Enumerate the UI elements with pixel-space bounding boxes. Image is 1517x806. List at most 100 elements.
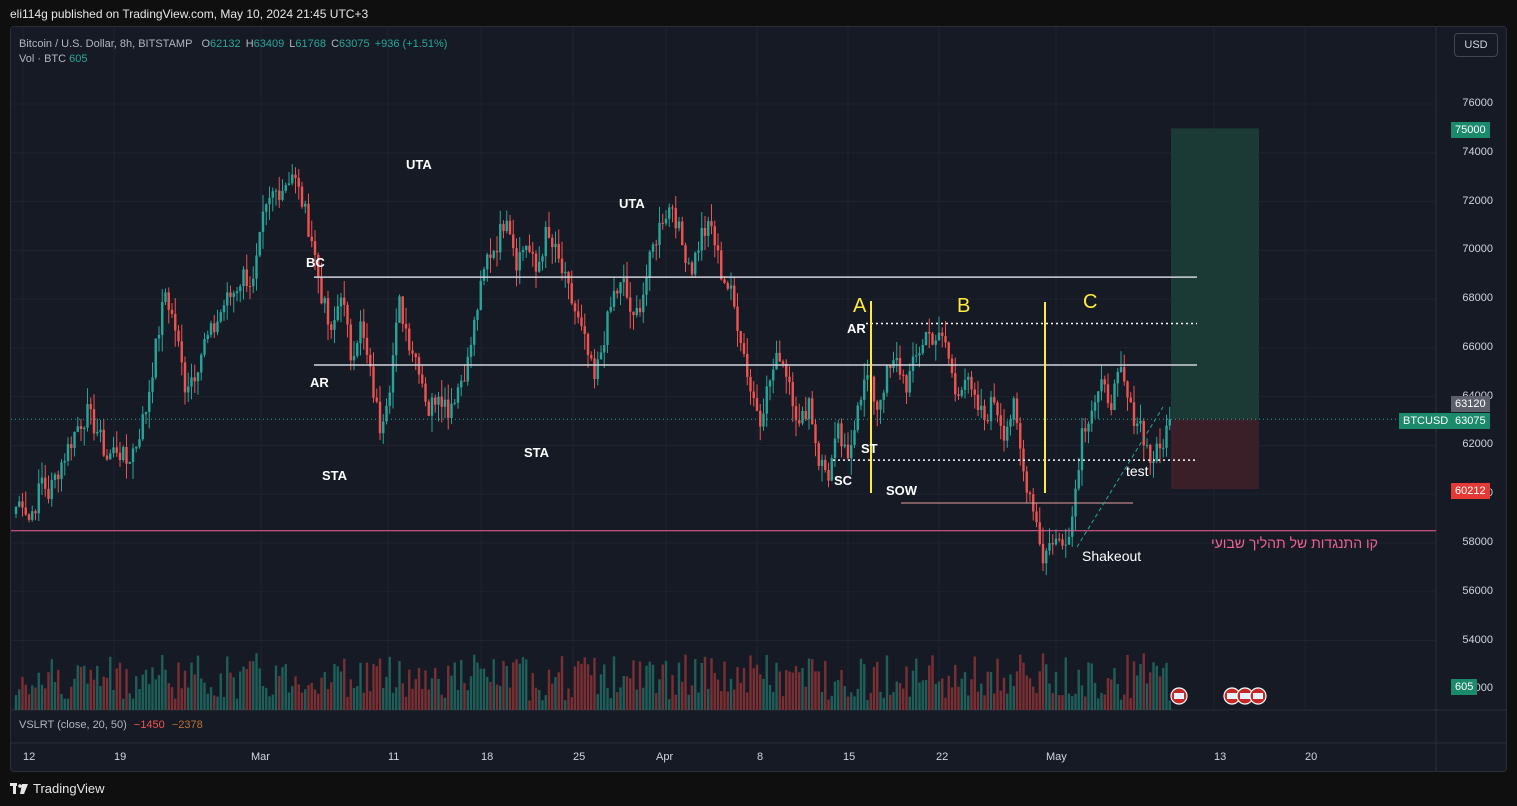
candle-body[interactable] bbox=[1126, 381, 1129, 398]
candle-body[interactable] bbox=[255, 255, 258, 279]
candle-body[interactable] bbox=[596, 359, 599, 380]
candle-body[interactable] bbox=[437, 396, 440, 405]
candle-body[interactable] bbox=[128, 461, 131, 464]
trend-dashed-line[interactable] bbox=[1076, 406, 1164, 548]
candle-body[interactable] bbox=[382, 421, 385, 434]
candle-body[interactable] bbox=[232, 293, 235, 297]
candle-body[interactable] bbox=[40, 477, 44, 484]
candle-body[interactable] bbox=[278, 190, 281, 200]
candle-body[interactable] bbox=[1025, 471, 1028, 493]
candle-body[interactable] bbox=[1028, 492, 1032, 495]
candle-body[interactable] bbox=[476, 309, 479, 320]
candle-body[interactable] bbox=[580, 317, 583, 327]
candle-body[interactable] bbox=[450, 403, 453, 418]
candle-body[interactable] bbox=[713, 226, 716, 246]
candle-body[interactable] bbox=[242, 269, 245, 287]
candle-body[interactable] bbox=[213, 323, 216, 333]
candle-body[interactable] bbox=[460, 380, 463, 388]
candle-body[interactable] bbox=[629, 297, 632, 312]
currency-button[interactable]: USD bbox=[1454, 33, 1498, 57]
candle-body[interactable] bbox=[417, 357, 421, 375]
candle-body[interactable] bbox=[911, 356, 915, 371]
candle-body[interactable] bbox=[300, 186, 304, 207]
candle-body[interactable] bbox=[18, 501, 21, 507]
candle-body[interactable] bbox=[24, 507, 27, 515]
candle-body[interactable] bbox=[648, 251, 651, 278]
candle-body[interactable] bbox=[183, 362, 187, 393]
candle-body[interactable] bbox=[44, 477, 47, 489]
candle-body[interactable] bbox=[703, 227, 707, 236]
candle-body[interactable] bbox=[1116, 371, 1119, 384]
candle-body[interactable] bbox=[915, 355, 918, 357]
candle-body[interactable] bbox=[362, 321, 365, 338]
candle-body[interactable] bbox=[586, 333, 590, 356]
candle-body[interactable] bbox=[495, 250, 499, 253]
candle-body[interactable] bbox=[655, 244, 658, 246]
candle-body[interactable] bbox=[668, 207, 671, 219]
candle-body[interactable] bbox=[252, 278, 255, 287]
candle-body[interactable] bbox=[674, 208, 677, 229]
candle-body[interactable] bbox=[1087, 423, 1090, 432]
candle-body[interactable] bbox=[141, 414, 144, 440]
candle-body[interactable] bbox=[320, 276, 323, 304]
candle-body[interactable] bbox=[66, 444, 70, 462]
candle-body[interactable] bbox=[323, 298, 326, 304]
candle-body[interactable] bbox=[122, 446, 125, 460]
candle-body[interactable] bbox=[47, 488, 50, 499]
candle-body[interactable] bbox=[102, 429, 105, 456]
candle-body[interactable] bbox=[313, 241, 317, 255]
candle-body[interactable] bbox=[798, 420, 801, 424]
candle-body[interactable] bbox=[148, 391, 151, 413]
candle-body[interactable] bbox=[63, 461, 66, 463]
candle-body[interactable] bbox=[937, 332, 941, 341]
candle-body[interactable] bbox=[388, 392, 391, 406]
candle-body[interactable] bbox=[1009, 419, 1012, 427]
candle-body[interactable] bbox=[398, 296, 401, 323]
candle-body[interactable] bbox=[947, 342, 950, 359]
candle-body[interactable] bbox=[96, 432, 99, 434]
candle-body[interactable] bbox=[372, 366, 375, 398]
candle-body[interactable] bbox=[1136, 423, 1139, 426]
candle-body[interactable] bbox=[131, 448, 135, 462]
candle-body[interactable] bbox=[395, 322, 398, 356]
candle-body[interactable] bbox=[1110, 403, 1113, 411]
candle-body[interactable] bbox=[583, 326, 586, 334]
candle-body[interactable] bbox=[1093, 402, 1097, 411]
candle-body[interactable] bbox=[76, 426, 79, 432]
candle-body[interactable] bbox=[671, 207, 674, 209]
candle-body[interactable] bbox=[125, 446, 128, 464]
indicator-legend[interactable]: VSLRT (close, 20, 50) −1450 −2378 bbox=[19, 719, 203, 731]
candle-body[interactable] bbox=[872, 376, 876, 402]
candle-body[interactable] bbox=[1106, 384, 1110, 404]
candle-body[interactable] bbox=[349, 324, 352, 361]
candle-body[interactable] bbox=[1051, 543, 1054, 545]
candle-body[interactable] bbox=[505, 220, 508, 232]
candle-body[interactable] bbox=[1080, 428, 1084, 471]
candle-body[interactable] bbox=[931, 333, 934, 345]
candle-body[interactable] bbox=[326, 298, 330, 325]
candle-body[interactable] bbox=[307, 203, 310, 237]
candle-body[interactable] bbox=[781, 361, 785, 364]
candle-body[interactable] bbox=[187, 386, 190, 393]
candle-body[interactable] bbox=[291, 174, 294, 184]
candle-body[interactable] bbox=[794, 406, 798, 421]
candle-body[interactable] bbox=[1058, 538, 1061, 540]
candle-body[interactable] bbox=[1103, 379, 1106, 385]
candle-body[interactable] bbox=[14, 506, 18, 514]
candle-body[interactable] bbox=[268, 197, 271, 205]
candle-body[interactable] bbox=[203, 339, 206, 355]
candle-body[interactable] bbox=[811, 398, 814, 425]
candle-body[interactable] bbox=[317, 254, 320, 277]
candle-body[interactable] bbox=[1041, 543, 1045, 564]
candle-body[interactable] bbox=[456, 387, 460, 403]
candle-body[interactable] bbox=[73, 431, 76, 449]
candle-body[interactable] bbox=[193, 377, 196, 382]
candle-body[interactable] bbox=[385, 405, 388, 422]
candle-body[interactable] bbox=[1067, 536, 1071, 545]
candle-body[interactable] bbox=[469, 344, 473, 357]
candle-body[interactable] bbox=[1064, 544, 1067, 546]
chart-panel[interactable]: Bitcoin / U.S. Dollar, 8h, BITSTAMP O621… bbox=[10, 26, 1507, 772]
candle-body[interactable] bbox=[638, 308, 642, 313]
candle-body[interactable] bbox=[167, 292, 170, 310]
candle-body[interactable] bbox=[60, 462, 63, 480]
